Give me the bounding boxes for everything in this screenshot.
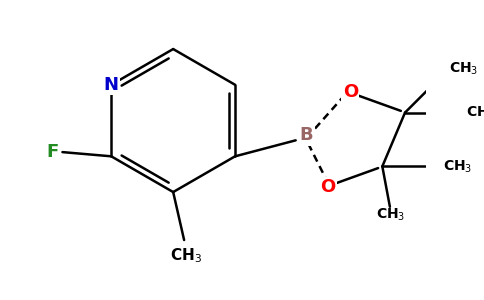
Text: F: F [46, 143, 59, 161]
Text: N: N [104, 76, 119, 94]
Text: O: O [343, 82, 358, 100]
Text: CH$_3$: CH$_3$ [376, 207, 406, 224]
Text: CH$_3$: CH$_3$ [443, 158, 472, 175]
Text: CH$_3$: CH$_3$ [466, 104, 484, 121]
Text: O: O [320, 178, 335, 196]
Text: CH$_3$: CH$_3$ [170, 246, 202, 265]
Text: B: B [300, 126, 314, 144]
Text: CH$_3$: CH$_3$ [449, 61, 478, 77]
